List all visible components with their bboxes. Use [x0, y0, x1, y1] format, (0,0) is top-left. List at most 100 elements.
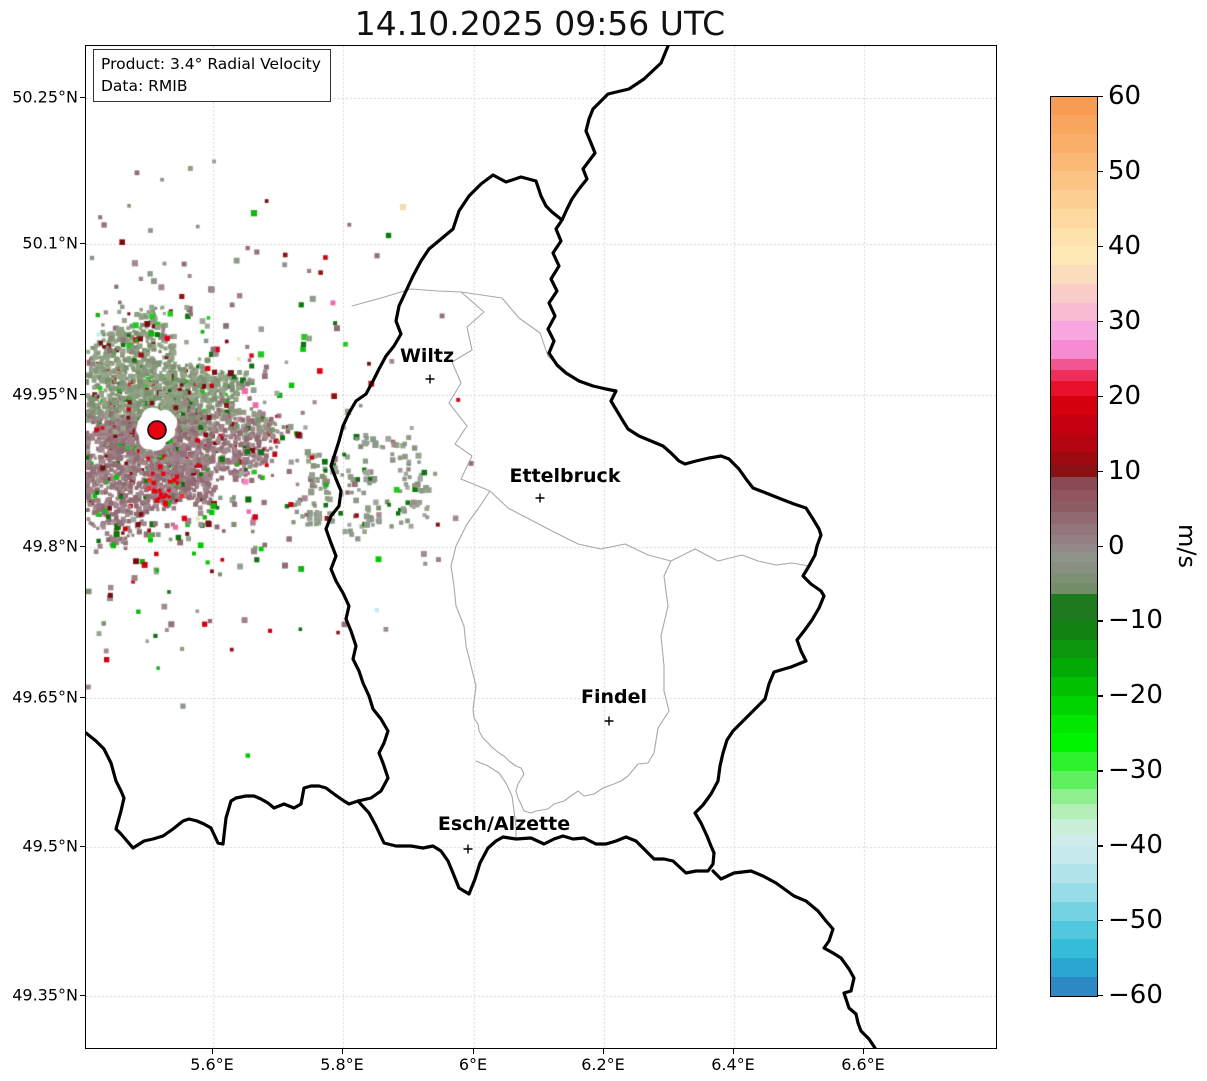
colorbar-band [1051, 433, 1097, 454]
colorbar-band [1051, 152, 1097, 173]
colorbar-tick-label: 0 [1108, 530, 1125, 561]
x-tick-mark [473, 1049, 475, 1054]
district-border [351, 288, 649, 556]
city-annotation: Wiltz [400, 345, 454, 384]
colorbar-band [1051, 920, 1097, 941]
y-tick-mark [80, 846, 85, 848]
colorbar-tick-mark [1097, 695, 1103, 697]
y-tick-label: 49.35°N [12, 985, 78, 1005]
colorbar-band [1051, 804, 1097, 821]
colorbar-band [1051, 551, 1097, 564]
colorbar-band [1051, 501, 1097, 514]
district-border [450, 490, 672, 814]
colorbar-band [1051, 381, 1097, 398]
city-annotation: Esch/Alzette [438, 813, 570, 854]
x-tick-label: 5.6°E [190, 1055, 234, 1074]
colorbar-band [1051, 369, 1097, 383]
colorbar-band [1051, 714, 1097, 735]
colorbar-band [1051, 583, 1097, 595]
colorbar-band [1051, 265, 1097, 285]
colorbar-tick-mark [1097, 920, 1103, 922]
district-border [647, 548, 810, 567]
colorbar-band [1051, 523, 1097, 536]
colorbar-band [1051, 789, 1097, 806]
radar-echo-layer [86, 46, 996, 1048]
city-marker-icon [604, 716, 614, 726]
colorbar-band [1051, 695, 1097, 716]
colorbar-band [1051, 752, 1097, 772]
colorbar-band [1051, 396, 1097, 416]
city-label: Wiltz [400, 345, 454, 367]
colorbar-tick-mark [1097, 770, 1103, 772]
city-marker-icon [463, 844, 473, 854]
colorbar-tick-mark [1097, 545, 1103, 547]
colorbar-band [1051, 958, 1097, 978]
colorbar-band [1051, 562, 1097, 574]
y-tick-label: 49.95°N [12, 384, 78, 404]
colorbar-tick-label: −50 [1108, 905, 1163, 936]
colorbar-band [1051, 227, 1097, 248]
colorbar-tick-mark [1097, 170, 1103, 173]
colorbar-tick-mark [1097, 995, 1103, 997]
colorbar-tick-mark [1097, 245, 1103, 248]
x-tick-mark [603, 1049, 605, 1054]
city-marker-icon [425, 374, 435, 384]
colorbar-band [1051, 901, 1097, 922]
colorbar-band [1051, 593, 1097, 622]
colorbar-band [1051, 489, 1097, 503]
colorbar-tick-label: 40 [1108, 230, 1142, 261]
colorbar-band [1051, 512, 1097, 525]
city-label: Ettelbruck [510, 465, 621, 487]
y-tick-mark [80, 697, 85, 699]
colorbar-tick-label: 50 [1108, 155, 1142, 186]
y-tick-label: 50.25°N [12, 87, 78, 107]
figure-title: 14.10.2025 09:56 UTC [354, 4, 726, 43]
colorbar [1050, 96, 1098, 997]
colorbar-tick-mark [1097, 845, 1103, 847]
colorbar-tick-mark [1097, 620, 1103, 622]
district-border [475, 760, 517, 840]
colorbar-band [1051, 358, 1097, 371]
colorbar-tick-label: 20 [1108, 380, 1142, 411]
colorbar-band [1051, 733, 1097, 753]
colorbar-band [1051, 572, 1097, 585]
y-tick-label: 49.65°N [12, 687, 78, 707]
colorbar-band [1051, 883, 1097, 903]
colorbar-band [1051, 976, 1097, 996]
colorbar-tick-label: −10 [1108, 605, 1163, 636]
x-tick-mark [733, 1049, 735, 1054]
colorbar-band [1051, 465, 1097, 479]
radar-site-dot [147, 420, 167, 440]
colorbar-tick-label: −30 [1108, 755, 1163, 786]
legend-product-line: Product: 3.4° Radial Velocity [101, 55, 321, 73]
colorbar-band [1051, 97, 1097, 117]
colorbar-band [1051, 845, 1097, 866]
x-tick-label: 6.2°E [581, 1055, 625, 1074]
colorbar-band [1051, 171, 1097, 192]
colorbar-band [1051, 658, 1097, 679]
colorbar-unit-label: m/s [1173, 523, 1201, 568]
colorbar-band [1051, 414, 1097, 435]
x-tick-label: 5.8°E [320, 1055, 364, 1074]
colorbar-band [1051, 639, 1097, 660]
country-border [560, 46, 670, 222]
x-tick-mark [212, 1049, 214, 1054]
y-tick-label: 50.1°N [22, 233, 78, 253]
country-border [86, 731, 360, 850]
product-legend-box: Product: 3.4° Radial Velocity Data: RMIB [93, 49, 331, 102]
colorbar-tick-label: 10 [1108, 455, 1142, 486]
colorbar-band [1051, 543, 1097, 553]
city-marker-icon [535, 493, 545, 503]
colorbar-tick-mark [1097, 470, 1103, 472]
city-annotation: Ettelbruck [510, 465, 621, 503]
colorbar-band [1051, 133, 1097, 154]
y-tick-label: 49.8°N [22, 536, 78, 556]
colorbar-tick-mark [1097, 395, 1103, 398]
city-label: Findel [581, 686, 647, 708]
colorbar-tick-label: −60 [1108, 980, 1163, 1010]
map-plot-area: Wiltz Ettelbruck Findel Esch/Alzette Produc… [85, 45, 997, 1049]
colorbar-band [1051, 477, 1097, 491]
colorbar-tick-label: 30 [1108, 305, 1142, 336]
x-tick-mark [342, 1049, 344, 1054]
